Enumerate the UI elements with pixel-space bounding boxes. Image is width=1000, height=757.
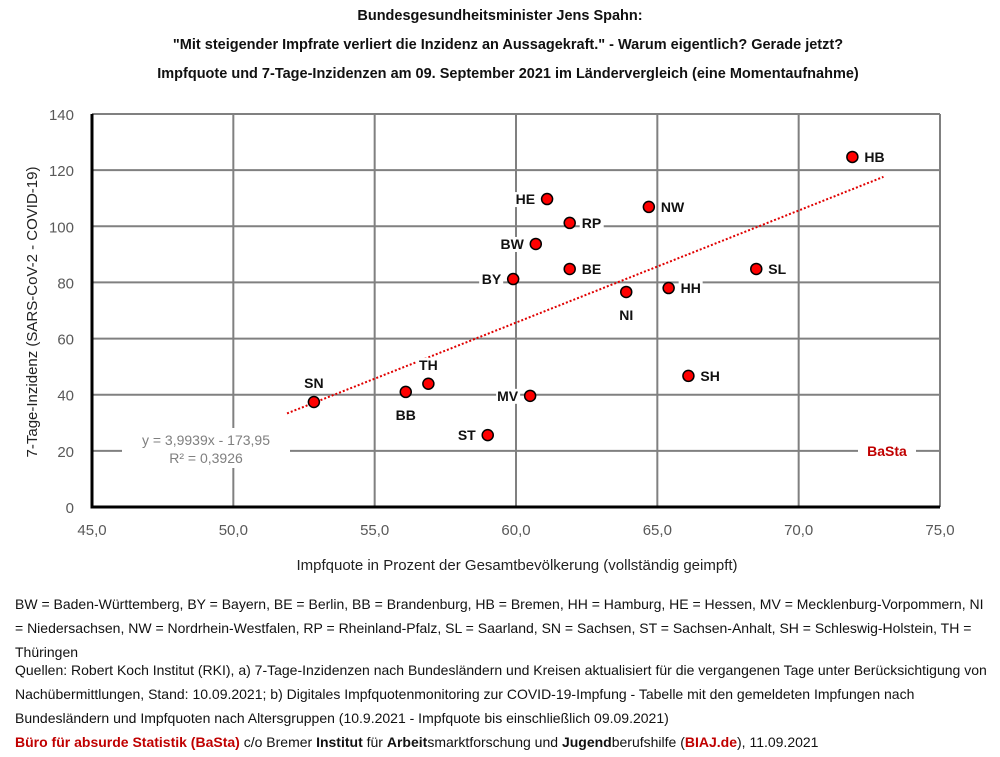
point-label-mv: MV xyxy=(497,388,519,404)
y-tick-label: 120 xyxy=(49,163,74,180)
y-tick-label: 40 xyxy=(57,388,74,405)
data-point-th xyxy=(422,377,435,391)
credit-fuer: für xyxy=(362,734,387,750)
r-squared-label: R² = 0,3926 xyxy=(169,450,243,466)
point-label-background xyxy=(479,272,504,288)
y-tick-label: 0 xyxy=(66,500,74,517)
grid-lines xyxy=(92,113,941,507)
point-label-rp: RP xyxy=(582,215,601,231)
point-label-hb: HB xyxy=(864,149,884,165)
state-abbreviation-legend: BW = Baden-Württemberg, BY = Bayern, BE … xyxy=(15,596,984,660)
trendline xyxy=(286,175,884,415)
point-label-th: TH xyxy=(419,357,438,373)
equation-background xyxy=(122,428,290,468)
credit-date: ), 11.09.2021 xyxy=(737,734,819,750)
x-tick-label: 60,0 xyxy=(501,522,530,539)
trendline-group xyxy=(286,175,884,415)
scatter-chart: 0 20 40 60 80 100 120 140 45,0 50,0 55,0 60,0 65,0 7… xyxy=(24,107,955,574)
y-tick-label: 100 xyxy=(49,219,74,236)
x-axis-label: Impfquote in Prozent der Gesamtbevölkeru… xyxy=(296,557,737,574)
x-tick-label: 50,0 xyxy=(219,522,248,539)
data-point-be xyxy=(563,262,576,276)
credit-jugend: Jugend xyxy=(561,734,612,750)
point-label-background xyxy=(301,376,326,392)
point-label-background xyxy=(453,428,478,444)
point-label-background xyxy=(416,357,441,373)
point-label-nw: NW xyxy=(661,199,685,215)
data-point-hb xyxy=(846,150,859,164)
biaj-link[interactable]: BIAJ.de xyxy=(684,734,737,750)
credit-berufs: berufshilfe ( xyxy=(611,734,685,750)
credit-smarkt: smarktforschung und xyxy=(427,734,562,750)
axes xyxy=(90,114,940,509)
point-label-bw: BW xyxy=(500,236,524,252)
data-point-sh xyxy=(682,369,695,383)
point-label-be: BE xyxy=(582,261,601,277)
credit-co: c/o Bremer xyxy=(239,734,317,750)
data-point-mv xyxy=(523,389,537,403)
y-tick-label: 80 xyxy=(57,275,74,292)
x-tick-label: 70,0 xyxy=(784,522,813,539)
watermark-background xyxy=(858,442,916,460)
point-label-sh: SH xyxy=(700,368,719,384)
x-tick-label: 65,0 xyxy=(643,522,672,539)
point-label-by: BY xyxy=(482,271,502,287)
point-label-bb: BB xyxy=(396,407,416,423)
point-label-background xyxy=(393,407,418,423)
y-tick-label: 140 xyxy=(49,107,74,124)
point-label-st: ST xyxy=(458,427,476,443)
trendline-equation-box: y = 3,9939x - 173,95 R² = 0,3926 xyxy=(122,428,290,468)
chart-subtitle: Impfquote und 7-Tage-Inzidenzen am 09. S… xyxy=(157,66,859,82)
data-point-rp xyxy=(563,216,576,230)
x-tick-labels: 45,0 50,0 55,0 60,0 65,0 70,0 75,0 xyxy=(77,522,954,539)
data-point-bb xyxy=(399,385,413,399)
y-tick-label: 20 xyxy=(57,444,74,461)
point-label-background xyxy=(862,149,887,165)
point-label-sl: SL xyxy=(768,261,786,277)
credit-arbeit: Arbeit xyxy=(386,734,428,750)
sources-note: Quellen: Robert Koch Institut (RKI), a) … xyxy=(15,658,990,754)
data-point-nw xyxy=(642,200,656,214)
point-label-sn: SN xyxy=(304,375,323,391)
x-tick-label: 45,0 xyxy=(77,522,106,539)
credit-institut: Institut xyxy=(316,734,363,750)
point-label-background xyxy=(496,388,521,404)
data-point-sl xyxy=(750,262,763,276)
point-label-background xyxy=(698,368,723,384)
point-label-background xyxy=(766,261,791,277)
point-label-he: HE xyxy=(516,191,535,207)
point-label-background xyxy=(658,199,683,215)
point-label-background xyxy=(501,236,526,252)
data-point-st xyxy=(481,428,494,442)
y-tick-label: 60 xyxy=(57,332,74,349)
trendline-equation: y = 3,9939x - 173,95 xyxy=(142,432,270,448)
point-label-background xyxy=(678,281,703,297)
data-point-by xyxy=(506,272,520,286)
sources-text: Quellen: Robert Koch Institut (RKI), a) … xyxy=(15,662,987,726)
point-label-background xyxy=(614,307,639,323)
basta-credit: Büro für absurde Statistik (BaSta) xyxy=(15,734,240,750)
data-point-hh xyxy=(662,281,675,295)
data-point-sn xyxy=(307,395,321,409)
x-tick-label: 55,0 xyxy=(360,522,389,539)
data-point-ni xyxy=(619,285,633,299)
y-tick-labels: 0 20 40 60 80 100 120 140 xyxy=(49,107,74,517)
watermark-group: BaSta xyxy=(858,442,916,460)
point-label-background xyxy=(513,192,538,208)
data-points: HB HE NW RP BW BE SL BY HH NI SH TH BB MV SN ST xyxy=(301,149,887,444)
point-label-hh: HH xyxy=(681,280,701,296)
point-label-ni: NI xyxy=(619,307,633,323)
x-tick-label: 75,0 xyxy=(925,522,954,539)
point-label-background xyxy=(579,261,604,277)
basta-watermark: BaSta xyxy=(867,443,907,459)
data-point-bw xyxy=(529,237,543,251)
chart-title-line1: Bundesgesundheitsminister Jens Spahn: xyxy=(357,8,643,24)
data-point-he xyxy=(540,192,554,206)
point-label-background xyxy=(579,215,604,231)
chart-title-line2: "Mit steigender Impfrate verliert die In… xyxy=(172,37,844,53)
y-axis-label: 7-Tage-Inzidenz (SARS-CoV-2 - COVID-19) xyxy=(24,167,41,458)
